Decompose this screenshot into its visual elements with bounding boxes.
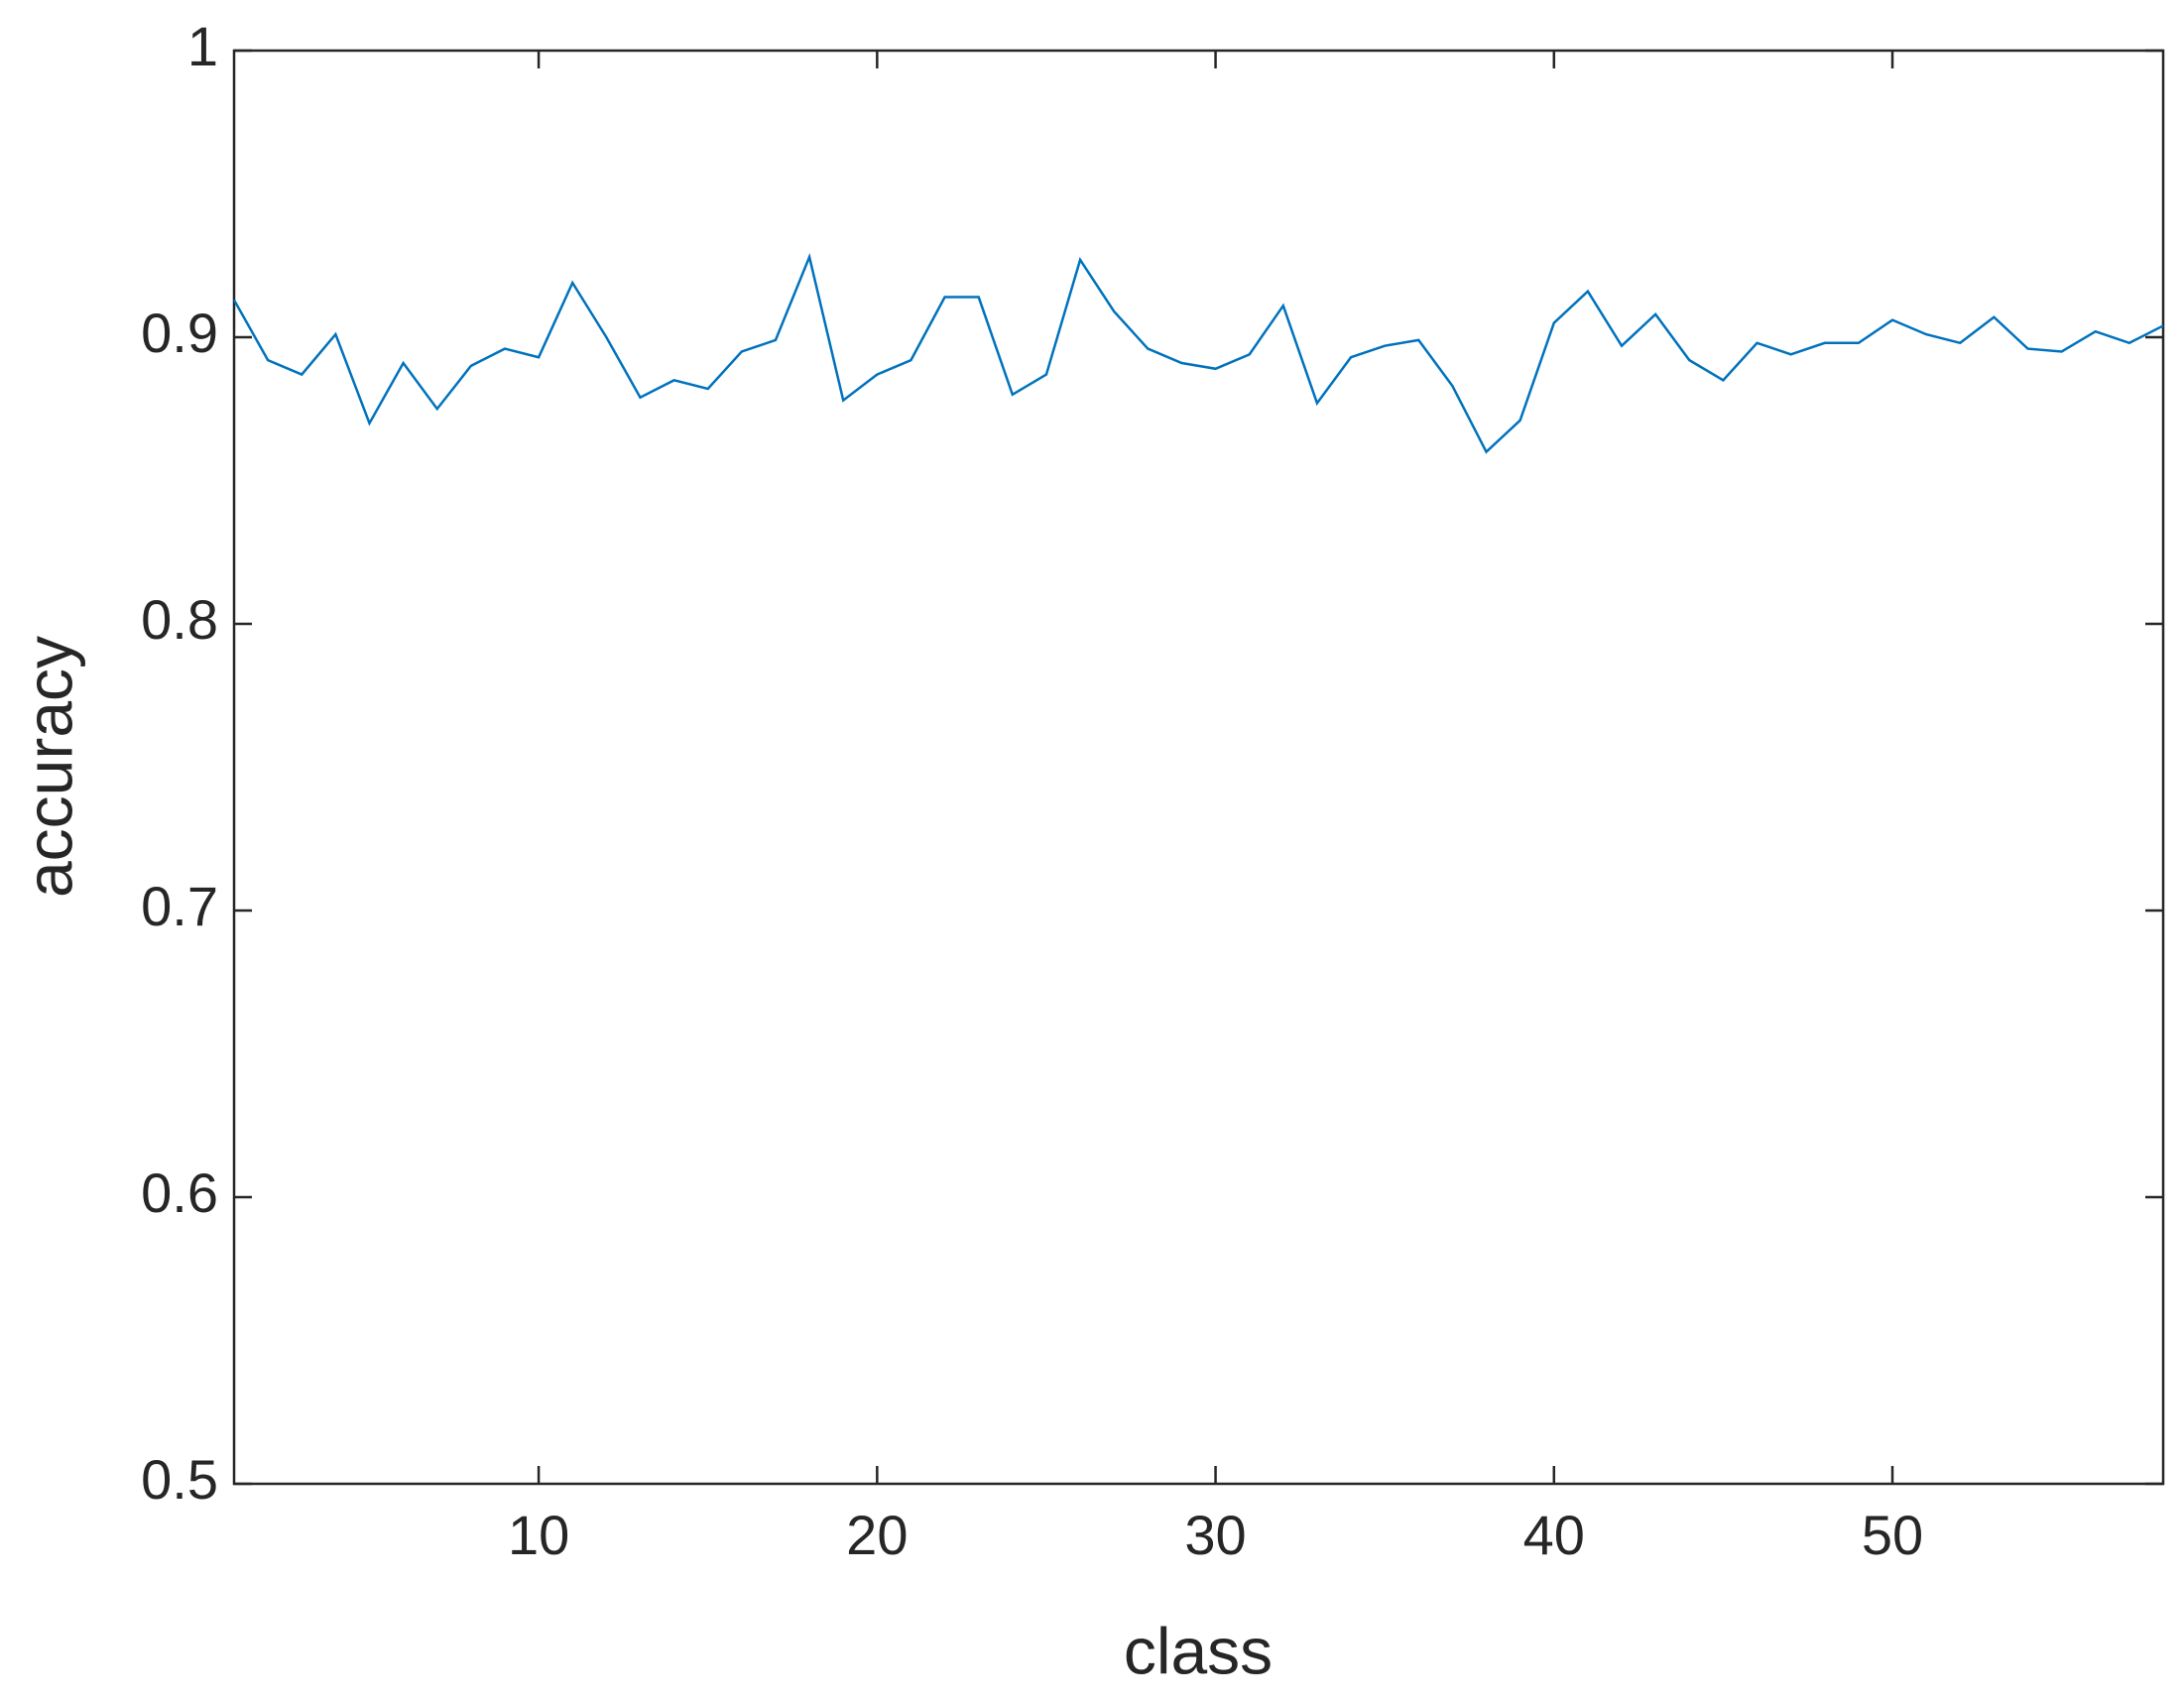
y-tick-label: 0.8 [141, 588, 218, 651]
data-line [232, 252, 2164, 454]
x-axis-title: class [1124, 1614, 1273, 1687]
y-tick-label: 1 [187, 15, 218, 77]
x-tick-label: 10 [508, 1504, 569, 1566]
y-tick-label: 0.7 [141, 875, 218, 937]
x-tick-label: 30 [1184, 1504, 1246, 1566]
x-tick-label: 40 [1523, 1504, 1585, 1566]
y-tick-label: 0.9 [141, 302, 218, 364]
plot-frame [232, 49, 2165, 1486]
y-tick-label: 0.6 [141, 1161, 218, 1224]
y-tick-label: 0.5 [141, 1448, 218, 1511]
x-tick-label: 50 [1862, 1504, 1923, 1566]
x-tick-label: 20 [846, 1504, 908, 1566]
y-axis-title: accuracy [12, 636, 85, 898]
